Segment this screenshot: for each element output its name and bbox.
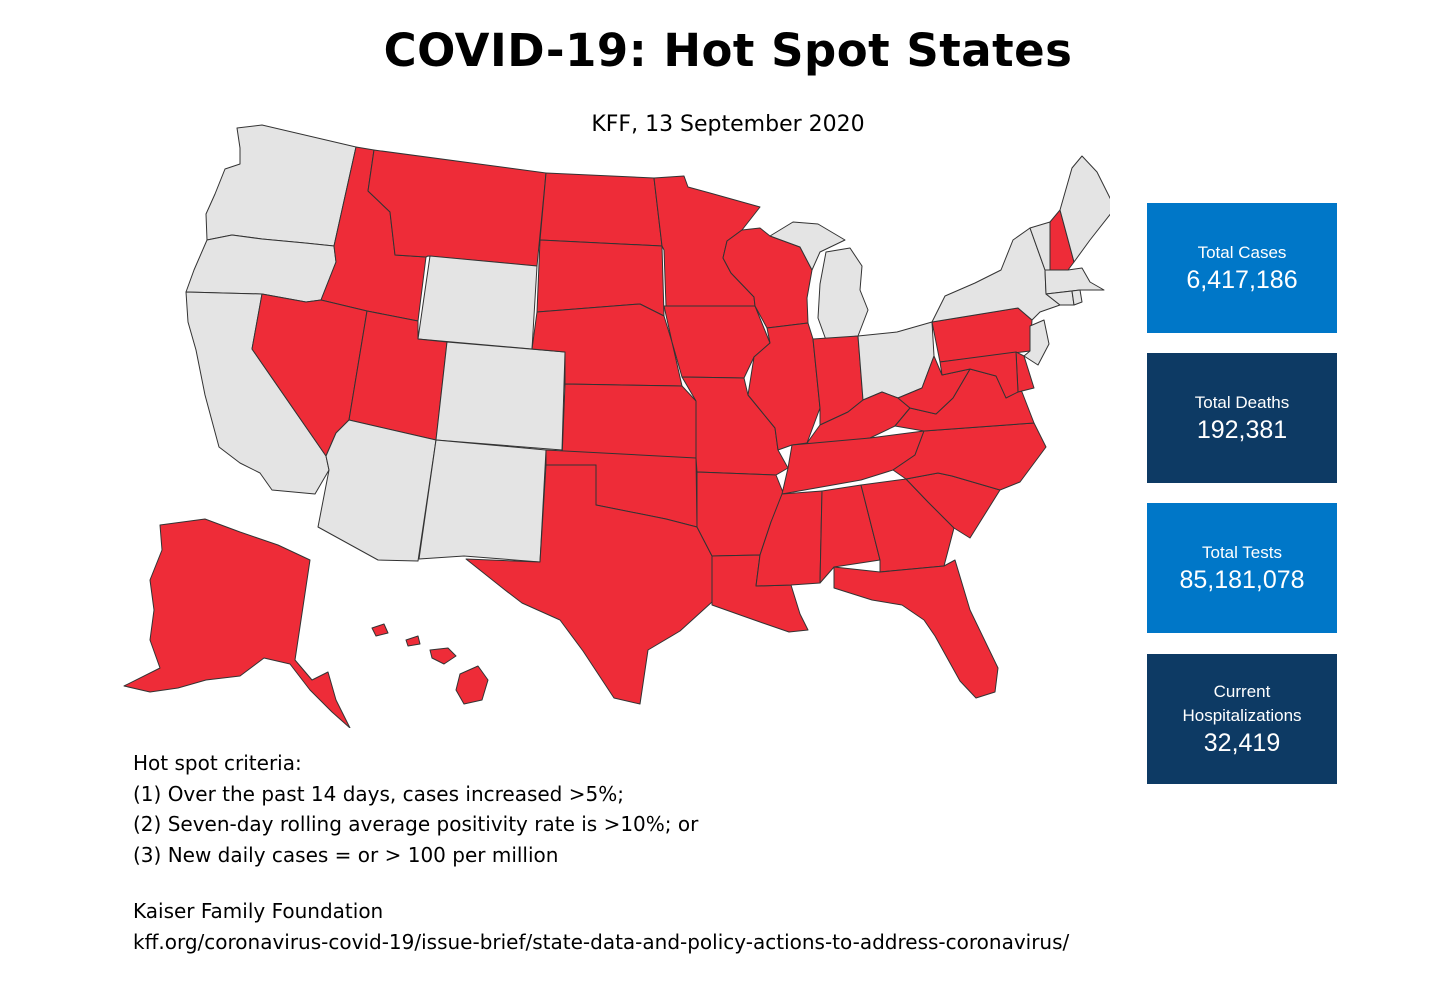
state-or [185, 234, 337, 303]
stat-value: 6,417,186 [1186, 266, 1298, 294]
state-nj [1023, 319, 1050, 366]
source-credit: Kaiser Family Foundation kff.org/coronav… [133, 896, 1069, 957]
source-url: kff.org/coronavirus-covid-19/issue-brief… [133, 929, 1070, 954]
state-al [819, 484, 881, 584]
state-ak [123, 518, 351, 728]
stat-label: Total Cases [1197, 243, 1287, 262]
state-wa [205, 124, 357, 247]
state-hi [371, 623, 489, 705]
state-nm [418, 439, 547, 563]
state-wy [417, 255, 538, 350]
total-cases-box: Total Cases 6,417,186 [1147, 203, 1337, 333]
source-name: Kaiser Family Foundation [133, 899, 384, 923]
state-fl [833, 559, 999, 699]
criteria-item: (1) Over the past 14 days, cases increas… [133, 781, 624, 806]
total-deaths-box: Total Deaths 192,381 [1147, 353, 1337, 483]
us-states-map [123, 124, 1110, 728]
state-md [939, 351, 1019, 399]
state-ks [561, 383, 697, 459]
stat-value: 85,181,078 [1179, 566, 1305, 594]
state-nc [892, 422, 1047, 491]
state-ma [1044, 267, 1105, 295]
stat-value: 192,381 [1196, 416, 1288, 444]
state-ri [1071, 289, 1083, 306]
criteria-heading: Hot spot criteria: [133, 751, 302, 775]
state-il [747, 322, 821, 451]
page-subtitle: KFF, 13 September 2020 [591, 112, 865, 137]
page-title: COVID-19: Hot Spot States [383, 24, 1073, 77]
total-tests-box: Total Tests 85,181,078 [1147, 503, 1337, 633]
state-ia [663, 305, 771, 379]
stat-value: 32,419 [1203, 729, 1281, 757]
criteria-item: (3) New daily cases = or > 100 per milli… [133, 842, 559, 867]
criteria-item: (2) Seven-day rolling average positivity… [133, 812, 699, 836]
state-me [1059, 155, 1110, 263]
current-hospitalizations-box: Current Hospitalizations 32,419 [1147, 654, 1337, 784]
state-az [317, 419, 437, 562]
state-co [435, 341, 566, 451]
hot-spot-criteria: Hot spot criteria: (1) Over the past 14 … [133, 748, 698, 870]
stat-label: Total Tests [1201, 543, 1282, 562]
state-mt [367, 149, 547, 267]
state-nd [539, 172, 663, 247]
state-tx [465, 464, 713, 705]
state-sd [536, 239, 665, 317]
state-nh [1049, 209, 1075, 273]
stat-label: Current Hospitalizations [1182, 682, 1302, 725]
stat-label: Total Deaths [1194, 393, 1290, 412]
state-mi [769, 221, 869, 341]
